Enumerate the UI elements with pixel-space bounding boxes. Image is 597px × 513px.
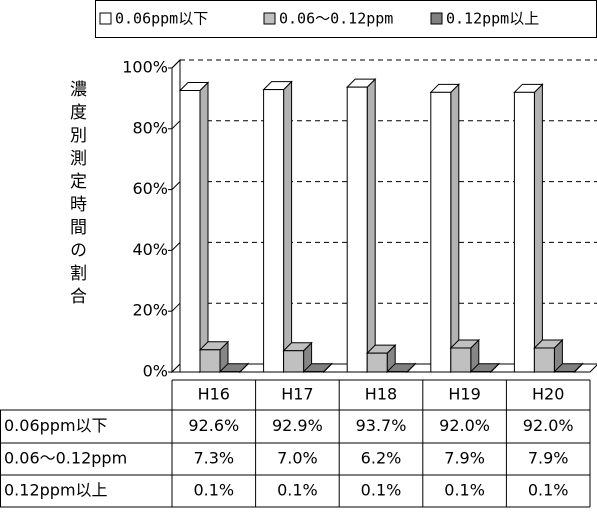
- legend-label: 0.06ppm以下: [115, 10, 208, 28]
- x-tick-label: H17: [281, 385, 313, 404]
- bar: [263, 89, 285, 373]
- bar-side: [366, 77, 376, 374]
- grid-line: [171, 181, 181, 190]
- row-header: 0.06ppm以下: [4, 416, 108, 435]
- table-cell: 92.0%: [523, 416, 574, 435]
- x-tick-label: H19: [448, 385, 480, 404]
- table-cell: 7.3%: [193, 449, 234, 468]
- table-cell: 92.0%: [439, 416, 490, 435]
- table-cell: 0.1%: [361, 481, 402, 500]
- bar-side: [199, 81, 209, 374]
- legend-swatch: [430, 12, 443, 25]
- bar-side: [283, 80, 293, 374]
- table-cell: 7.9%: [528, 449, 569, 468]
- table-cell: 93.7%: [356, 416, 407, 435]
- grid-line: [171, 120, 181, 130]
- legend-swatch: [99, 12, 112, 25]
- y-tick-label: 40%: [132, 240, 168, 259]
- bar: [513, 91, 535, 373]
- bar: [450, 347, 472, 373]
- bar: [179, 89, 201, 373]
- y-tick-label: 20%: [132, 301, 168, 320]
- table-cell: 0.1%: [277, 481, 318, 500]
- bar: [199, 349, 221, 373]
- x-tick-label: H20: [532, 385, 564, 404]
- y-axis-label: 濃度別測定時間の割合: [66, 80, 87, 310]
- row-header: 0.06～0.12ppm: [4, 449, 127, 468]
- table-cell: 92.6%: [188, 416, 239, 435]
- bar: [533, 347, 555, 373]
- side-wall: [171, 58, 181, 374]
- y-tick-label: 0%: [143, 362, 168, 381]
- table-cell: 7.9%: [444, 449, 485, 468]
- table-cell: 6.2%: [361, 449, 402, 468]
- bar: [366, 352, 388, 373]
- x-tick-label: H18: [365, 385, 397, 404]
- grid-line: [171, 302, 181, 312]
- row-header: 0.12ppm以上: [4, 481, 108, 500]
- bar-side: [450, 83, 460, 374]
- legend-swatch: [263, 12, 276, 25]
- bar-side: [533, 83, 543, 374]
- table-cell: 0.1%: [193, 481, 234, 500]
- y-tick-label: 80%: [132, 118, 168, 137]
- table-cell: 0.1%: [528, 481, 569, 500]
- legend-label: 0.12ppm以上: [446, 10, 539, 28]
- y-tick-label: 60%: [132, 179, 168, 198]
- bar: [283, 350, 305, 373]
- table-cell: 92.9%: [272, 416, 323, 435]
- table-cell: 0.1%: [444, 481, 485, 500]
- x-tick-label: H16: [198, 385, 230, 404]
- table-cell: 7.0%: [277, 449, 318, 468]
- grid-line: [171, 59, 181, 69]
- y-tick-label: 100%: [122, 58, 168, 77]
- bar: [346, 86, 368, 373]
- bar: [430, 91, 452, 373]
- grid-line: [171, 242, 181, 251]
- legend-label: 0.06～0.12ppm: [279, 10, 393, 28]
- legend-box: [95, 0, 597, 38]
